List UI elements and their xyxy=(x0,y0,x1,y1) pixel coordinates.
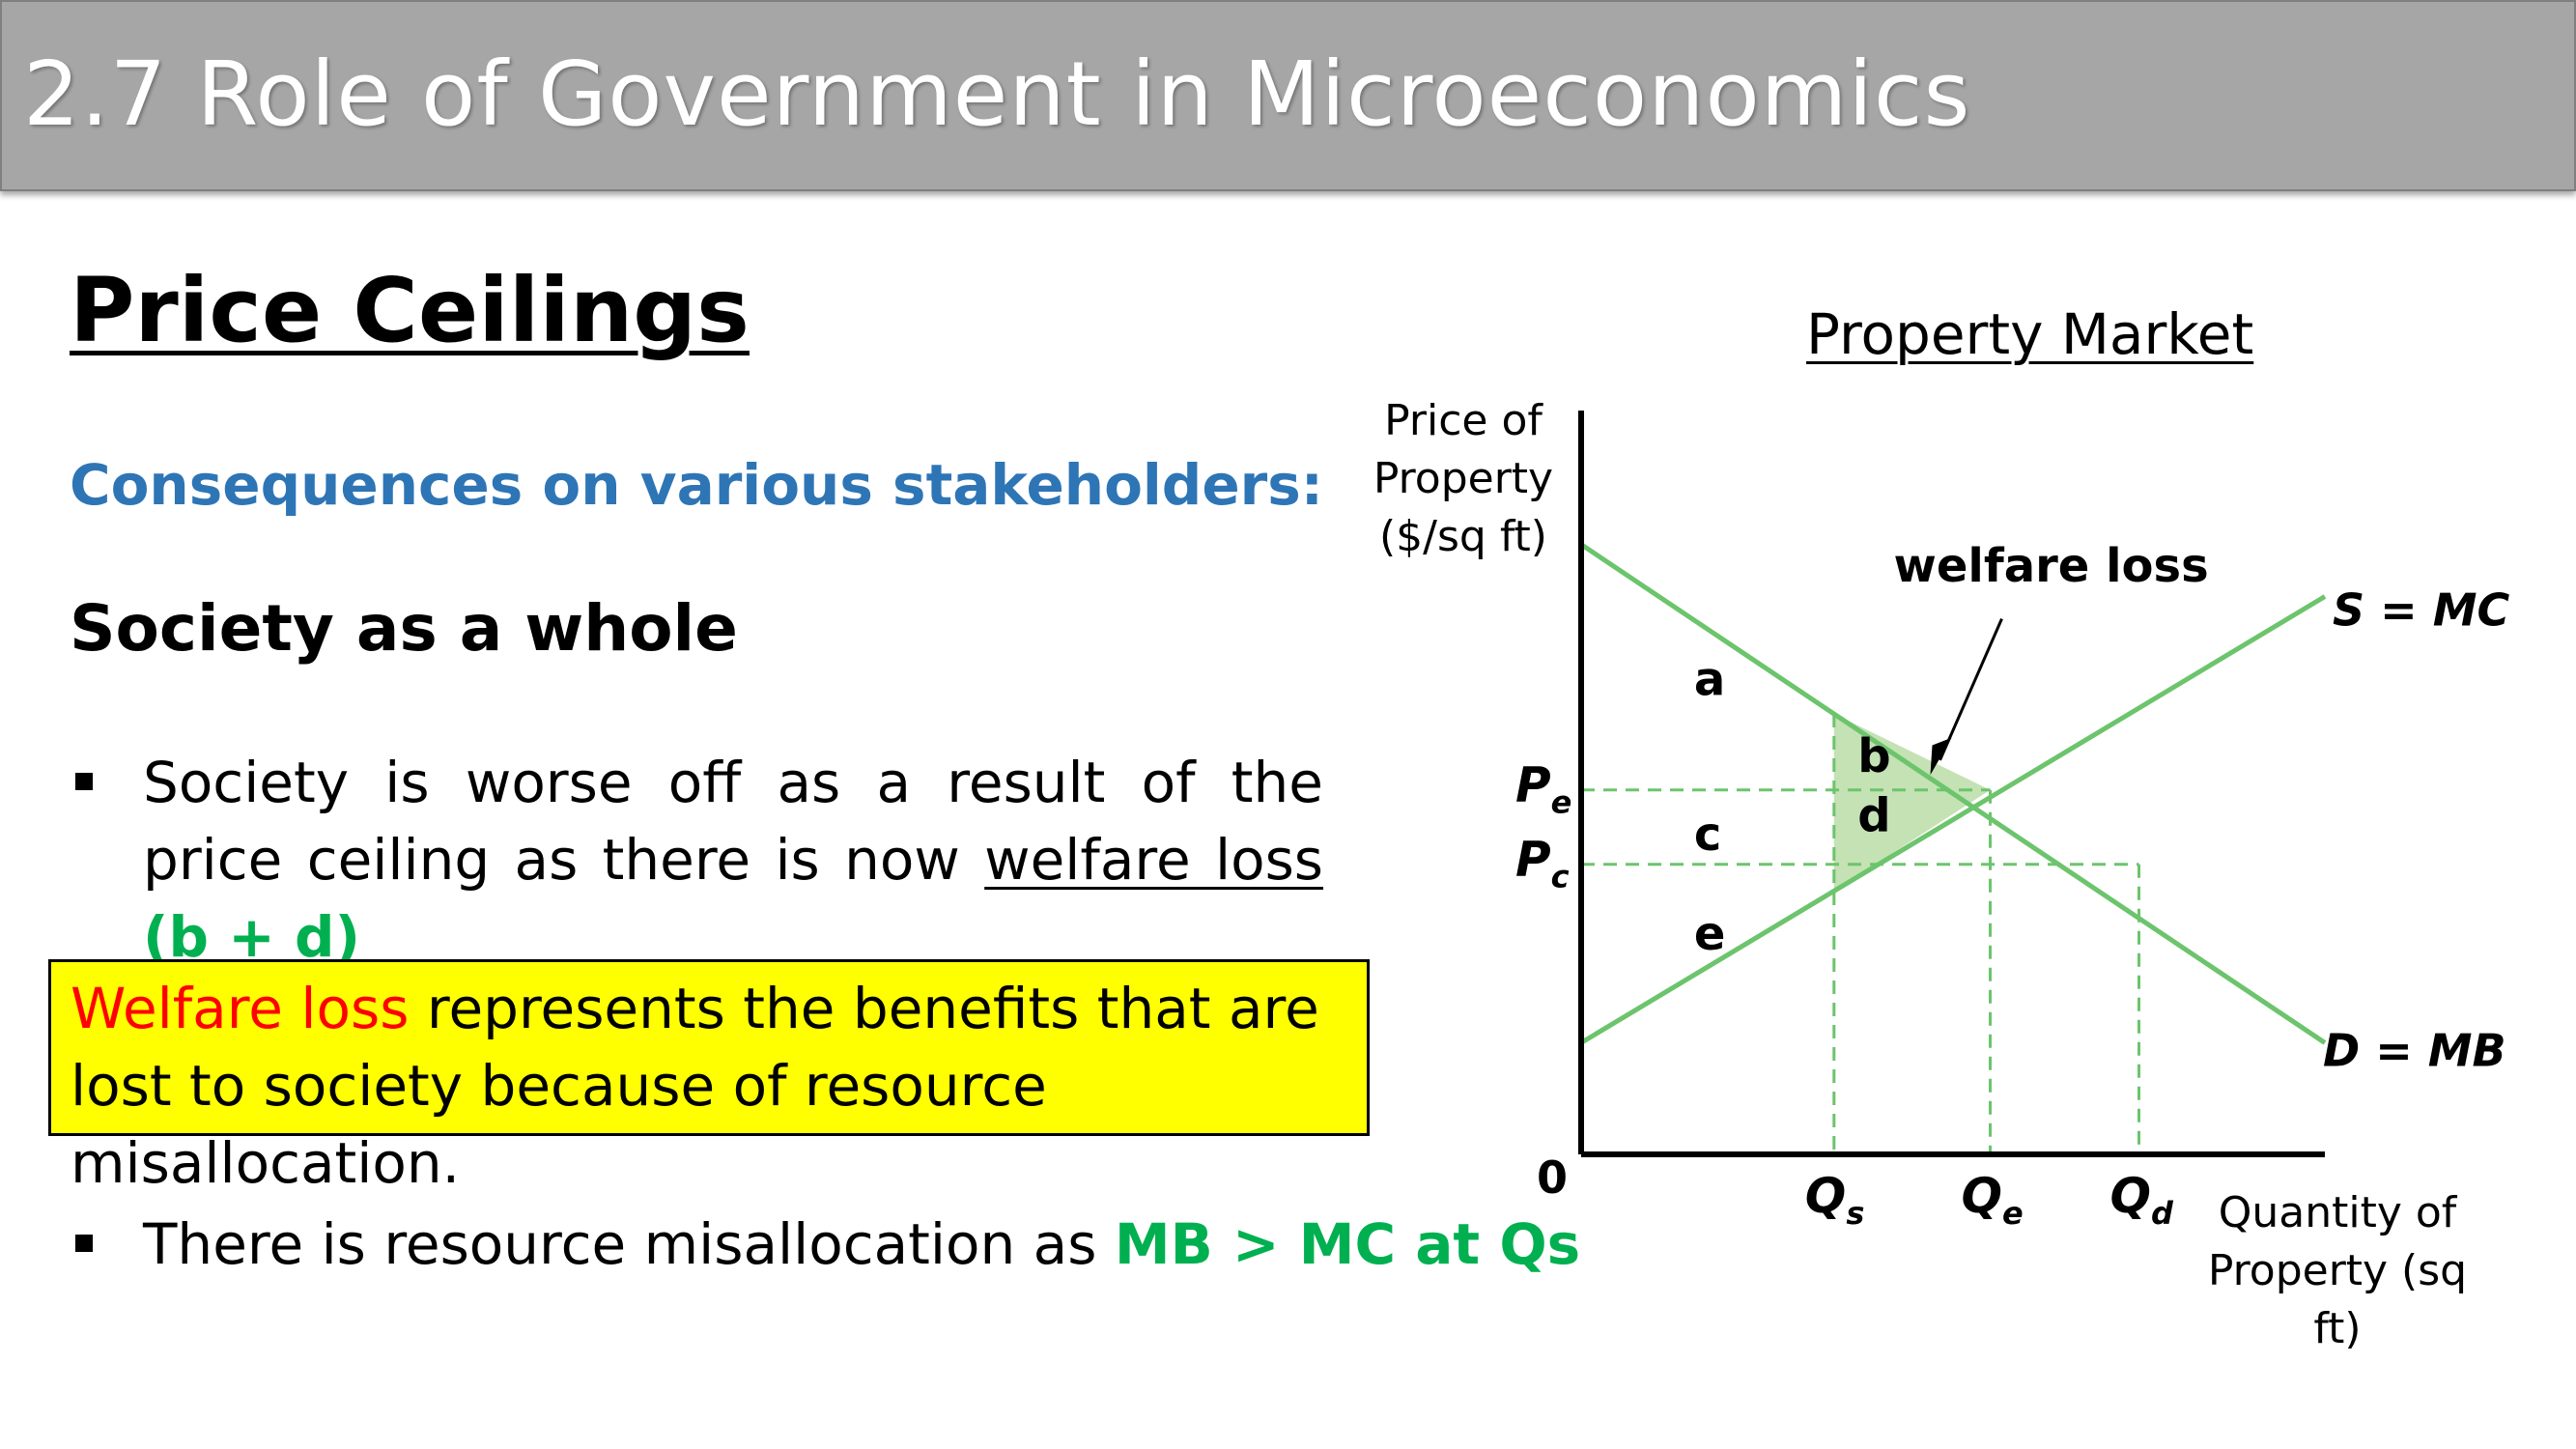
bullet-square-icon xyxy=(75,773,93,790)
title-bar: 2.7 Role of Government in Microeconomics xyxy=(0,0,2576,191)
bullet-text: There is resource misallocation as xyxy=(143,1211,1115,1277)
area-b-label: b xyxy=(1857,729,1890,783)
annotation-arrow xyxy=(1939,617,2003,761)
bullet-point: Society is worse off as a result of the … xyxy=(143,744,1323,976)
qs-label: Qs xyxy=(1805,1168,1865,1232)
callout-body: represents the benefits that are lost to… xyxy=(71,976,1319,1196)
x-axis-label: Quantity of Property (sq ft) xyxy=(2207,1188,2468,1353)
definition-callout: Welfare loss represents the benefits tha… xyxy=(48,959,1370,1196)
bullet-text: Society is worse off as a result of the … xyxy=(143,750,1323,893)
bullet-highlight: (b + d) xyxy=(143,904,361,970)
area-c-label: c xyxy=(1694,808,1721,862)
callout-emphasis: Welfare loss xyxy=(71,976,410,1041)
origin-label: 0 xyxy=(1537,1151,1568,1204)
welfare-loss-label: welfare loss xyxy=(1894,539,2209,593)
pe-label: Pe xyxy=(1515,757,1571,821)
supply-label: S = MC xyxy=(2333,584,2509,637)
subtitle: Consequences on various stakeholders: xyxy=(70,452,1323,518)
chart-title: Property Market xyxy=(1806,301,2254,367)
demand-label: D = MB xyxy=(2323,1025,2506,1077)
bullet-square-icon xyxy=(75,1235,93,1252)
qe-label: Qe xyxy=(1962,1168,2024,1232)
slide-title: 2.7 Role of Government in Microeconomics xyxy=(23,43,1971,146)
area-e-label: e xyxy=(1694,907,1726,961)
bullet-highlight: MB > MC at Qs xyxy=(1114,1211,1581,1277)
qd-label: Qd xyxy=(2110,1168,2175,1232)
callout-text: Welfare loss represents the benefits tha… xyxy=(71,970,1355,1202)
pc-label: Pc xyxy=(1515,832,1570,895)
welfare-loss-area xyxy=(1833,714,1991,892)
area-d-label: d xyxy=(1857,789,1890,843)
annotation-arrow-head xyxy=(1930,737,1952,776)
section-title: Price Ceilings xyxy=(70,259,750,362)
bullet-underlined-term: welfare loss xyxy=(984,827,1324,893)
group-heading: Society as a whole xyxy=(70,591,738,666)
supply-curve xyxy=(1579,594,2327,1045)
y-axis-label: Price of Property ($/sq ft) xyxy=(1373,396,1554,561)
demand-curve xyxy=(1579,542,2327,1045)
area-a-label: a xyxy=(1694,653,1725,707)
bullet-point: There is resource misallocation as MB > … xyxy=(143,1206,1580,1283)
